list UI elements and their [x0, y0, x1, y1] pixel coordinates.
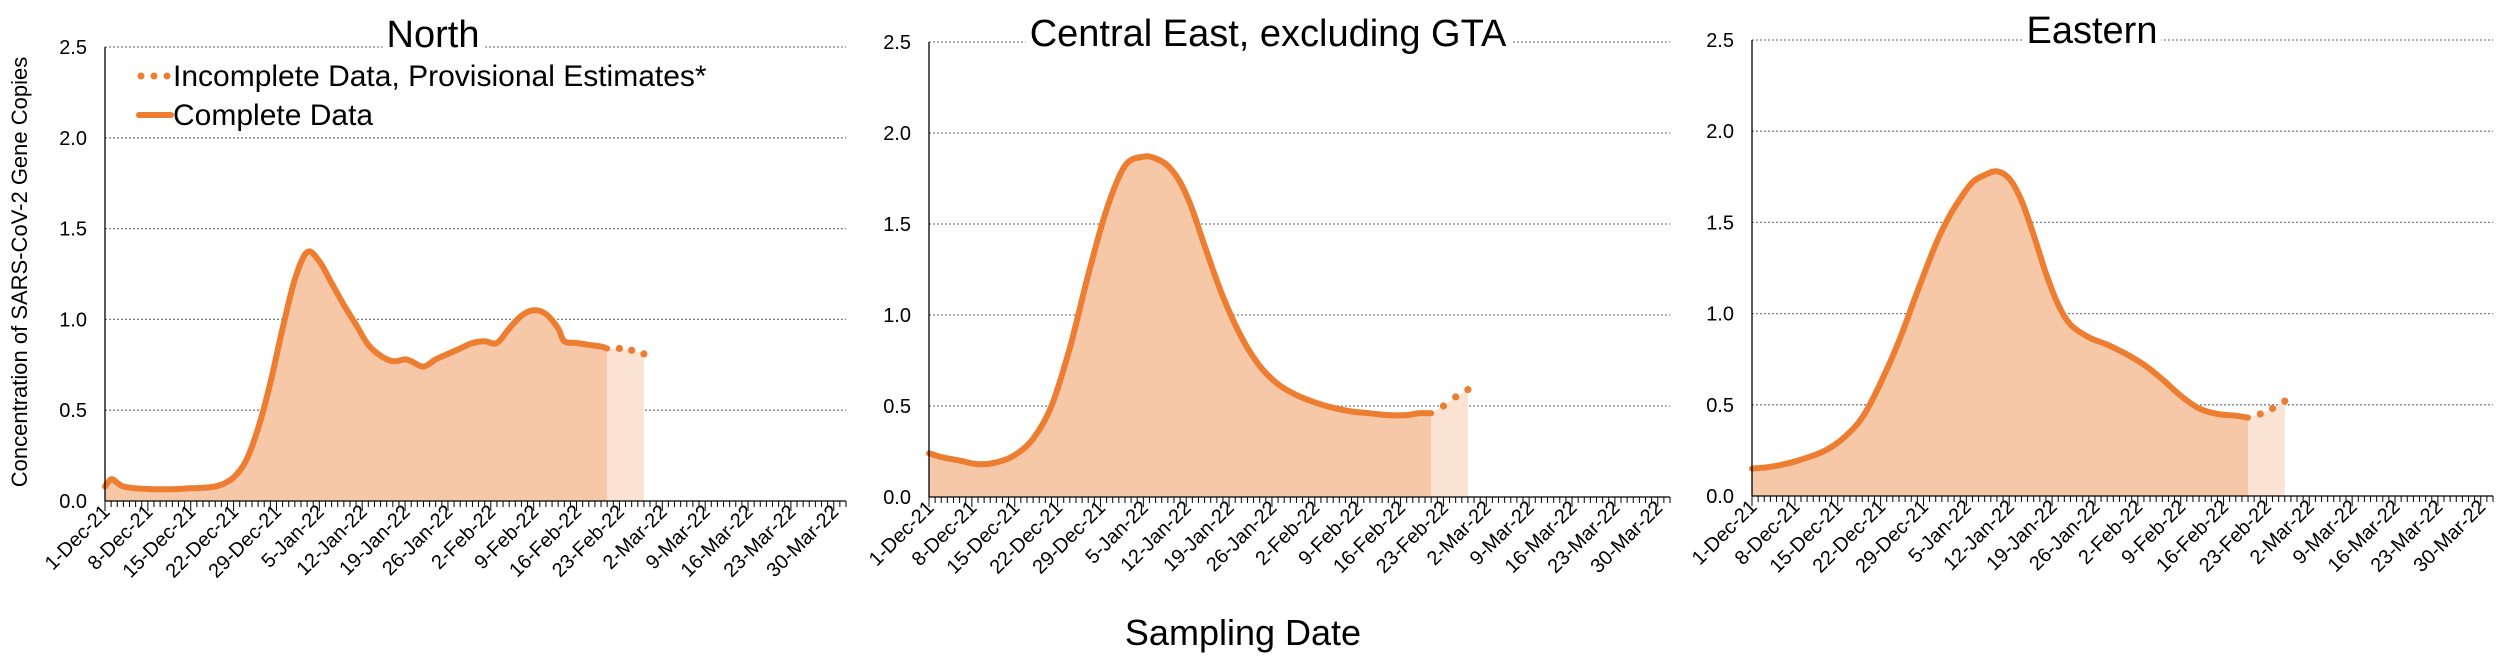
y-tick-label: 1.5: [883, 214, 911, 236]
complete-data-area: [929, 156, 1432, 497]
x-axis-title: Sampling Date: [1125, 612, 1361, 653]
legend-dotted-marker: [150, 72, 158, 80]
provisional-data-point: [615, 344, 624, 353]
y-axis-title: Concentration of SARS-CoV-2 Gene Copies: [7, 57, 32, 487]
complete-data-area: [105, 251, 608, 501]
y-tick-label: 2.5: [883, 32, 911, 54]
complete-data-area: [1752, 171, 2248, 496]
provisional-data-point: [1452, 393, 1460, 401]
y-tick-label: 2.0: [59, 128, 87, 150]
y-tick-label: 1.0: [883, 305, 911, 327]
provisional-area: [2248, 401, 2285, 496]
panel-title-backdrop: [1025, 17, 1511, 53]
legend-entry-backdrop: [133, 57, 713, 91]
y-tick-label: 2.5: [1706, 30, 1734, 52]
chart-panels: 0.00.51.01.52.02.51-Dec-218-Dec-2115-Dec…: [41, 10, 2494, 583]
complete-data-line: [1749, 168, 2251, 472]
panel-title: Eastern: [2027, 10, 2158, 52]
y-tick-label: 2.0: [883, 123, 911, 145]
complete-data-line: [102, 248, 611, 493]
y-tick-label: 2.5: [59, 37, 87, 59]
provisional-data-point: [2256, 410, 2264, 418]
provisional-data-point: [640, 350, 648, 358]
y-tick-label: 1.0: [59, 309, 87, 331]
provisional-data-point: [2268, 404, 2277, 413]
provisional-area: [607, 348, 644, 501]
provisional-data-point: [628, 346, 636, 354]
chart-legend: Incomplete Data, Provisional Estimates* C…: [133, 57, 713, 132]
legend-label: Incomplete Data, Provisional Estimates*: [173, 60, 707, 93]
y-tick-label: 1.5: [1706, 212, 1734, 234]
y-tick-label: 2.0: [1706, 121, 1734, 143]
y-tick-label: 0.0: [59, 491, 87, 513]
legend-label: Complete Data: [173, 99, 373, 132]
provisional-area: [1431, 389, 1468, 497]
y-tick-label: 0.0: [883, 487, 911, 509]
provisional-data-point: [2281, 397, 2289, 405]
legend-dotted-marker: [163, 72, 171, 80]
panel-title-backdrop: [382, 18, 484, 54]
y-tick-label: 1.5: [59, 219, 87, 241]
panel-3: 0.00.51.01.52.02.51-Dec-218-Dec-2115-Dec…: [1688, 10, 2494, 578]
complete-data-line: [926, 153, 1435, 468]
panel-title: North: [387, 14, 480, 56]
y-tick-label: 0.5: [883, 396, 911, 418]
legend-entry-backdrop: [133, 96, 380, 130]
y-tick-label: 1.0: [1706, 304, 1734, 326]
y-tick-label: 0.0: [1706, 486, 1734, 508]
provisional-data-point: [1439, 402, 1448, 410]
panel-2: 0.00.51.01.52.02.51-Dec-218-Dec-2115-Dec…: [865, 13, 1671, 579]
provisional-data-point: [1464, 386, 1472, 394]
y-tick-label: 0.5: [1706, 395, 1734, 417]
legend-dotted-marker: [137, 72, 145, 80]
y-tick-label: 0.5: [59, 400, 87, 422]
panel-title-backdrop: [2022, 14, 2162, 50]
panel-title: Central East, excluding GTA: [1030, 13, 1507, 55]
